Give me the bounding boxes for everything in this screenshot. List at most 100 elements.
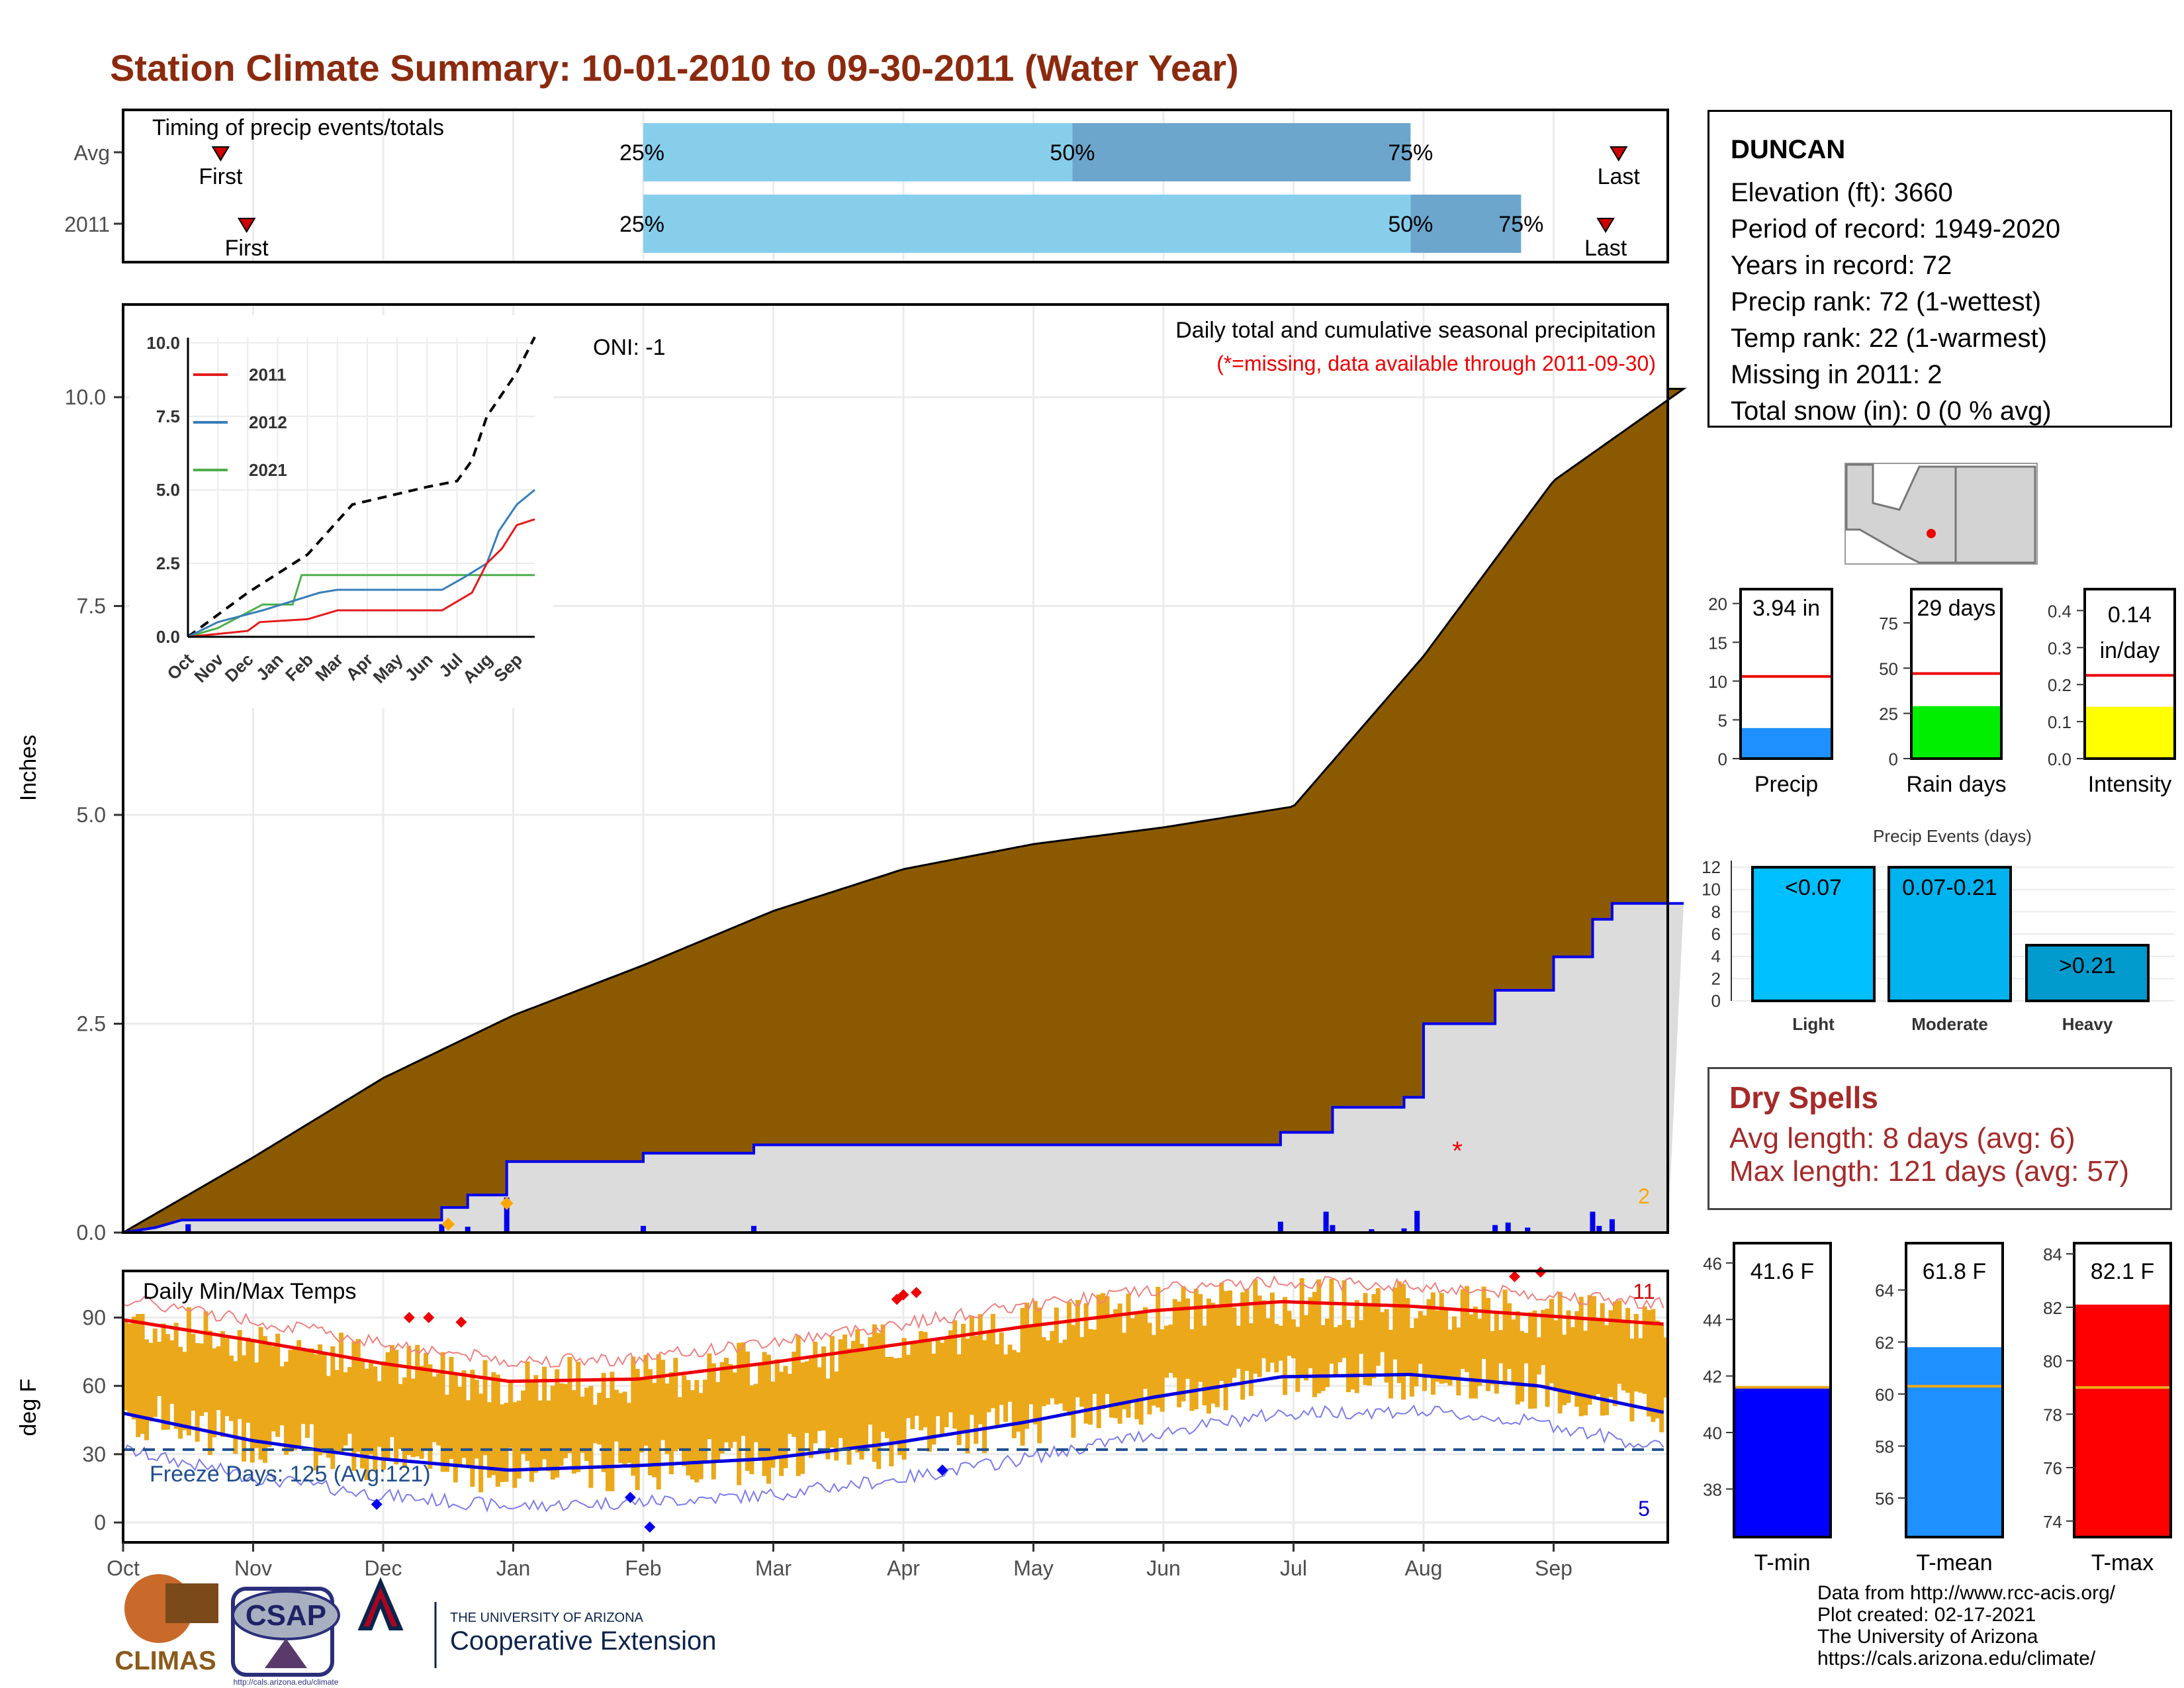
daily-temp-bar bbox=[567, 1356, 572, 1454]
daily-temp-bar bbox=[1244, 1289, 1250, 1371]
daily-temp-bar bbox=[136, 1314, 141, 1437]
daily-temp-bar bbox=[1659, 1325, 1664, 1432]
daily-temp-bar bbox=[1456, 1327, 1461, 1395]
summary-bar-fill bbox=[2085, 706, 2175, 759]
daily-temp-bar bbox=[195, 1343, 200, 1442]
summary-value: 0.14 bbox=[2108, 602, 2152, 628]
y-tick-label: 2.5 bbox=[77, 1012, 106, 1036]
csap-logo-text: CSAP bbox=[246, 1599, 326, 1632]
event-tick: 2 bbox=[1711, 968, 1721, 988]
daily-temp-bar bbox=[728, 1364, 733, 1448]
daily-temp-bar bbox=[216, 1346, 221, 1411]
x-tick-label: Feb bbox=[625, 1556, 661, 1580]
dry-spells-avg: Avg length: 8 days (avg: 6) bbox=[1729, 1122, 2075, 1154]
daily-temp-bar bbox=[927, 1339, 932, 1452]
daily-temp-bar bbox=[360, 1360, 365, 1469]
daily-temp-bar bbox=[1342, 1280, 1347, 1358]
daily-temp-bar bbox=[127, 1323, 132, 1414]
daily-temp-bar bbox=[779, 1372, 784, 1476]
daily-temp-bar bbox=[1232, 1307, 1237, 1378]
summary-bar-frame bbox=[1739, 588, 1833, 760]
daily-temp-bar bbox=[364, 1368, 369, 1480]
daily-temp-bar bbox=[804, 1361, 809, 1433]
inset-y-tick: 2.5 bbox=[156, 553, 180, 573]
daily-temp-bar bbox=[292, 1346, 297, 1450]
daily-temp-bar bbox=[415, 1344, 420, 1457]
station-elevation: Elevation (ft): 3660 bbox=[1731, 178, 1953, 207]
daily-temp-bar bbox=[402, 1377, 407, 1468]
temp-bar-tick: 46 bbox=[1703, 1254, 1722, 1274]
daily-temp-bar bbox=[1388, 1329, 1393, 1399]
daily-temp-bar bbox=[1380, 1312, 1385, 1352]
daily-temp-bar bbox=[1426, 1299, 1432, 1376]
daily-temp-bar bbox=[606, 1397, 610, 1491]
temp-bar-tick: 62 bbox=[1875, 1333, 1894, 1352]
missing-count: 2 bbox=[1638, 1184, 1650, 1208]
daily-temp-bar bbox=[1430, 1292, 1435, 1395]
daily-temp-bar bbox=[288, 1350, 293, 1452]
timing-p25-label: 25% bbox=[619, 212, 664, 237]
summary-tick: 25 bbox=[1879, 704, 1898, 724]
timing-bar-25-50 bbox=[643, 123, 1073, 181]
daily-temp-bar bbox=[715, 1382, 721, 1462]
temp-frame bbox=[122, 1270, 1669, 1544]
daily-temp-bar bbox=[1181, 1286, 1186, 1401]
x-tick-label: Oct bbox=[107, 1556, 140, 1580]
y-tick-label: 5.0 bbox=[77, 803, 106, 827]
daily-temp-bar bbox=[631, 1356, 636, 1476]
temp-bar-tick: 42 bbox=[1703, 1367, 1722, 1387]
x-tick-label: Jan bbox=[496, 1556, 531, 1580]
daily-temp-bar bbox=[521, 1390, 526, 1454]
summary-tick: 0.1 bbox=[2048, 712, 2071, 732]
daily-temp-bar bbox=[673, 1358, 678, 1452]
daily-temp-bar bbox=[233, 1361, 238, 1454]
summary-tick: 15 bbox=[1708, 633, 1727, 653]
daily-temp-bar bbox=[148, 1342, 154, 1422]
daily-temp-bar bbox=[965, 1338, 970, 1454]
daily-temp-bar bbox=[1283, 1297, 1288, 1395]
daily-temp-bar bbox=[897, 1358, 903, 1456]
daily-temp-bar bbox=[948, 1330, 953, 1413]
daily-temp-bar bbox=[834, 1372, 839, 1461]
daily-temp-bar bbox=[1486, 1297, 1490, 1391]
summary-bar-frame bbox=[1910, 588, 2003, 760]
daily-temp-bar bbox=[1375, 1288, 1381, 1366]
timing-p50-label: 50% bbox=[1388, 212, 1433, 237]
daily-temp-bar bbox=[1583, 1331, 1588, 1416]
oni-label: ONI: -1 bbox=[593, 335, 666, 360]
daily-temp-bar bbox=[741, 1342, 746, 1436]
daily-temp-bar bbox=[1655, 1320, 1660, 1419]
daily-temp-bar bbox=[855, 1329, 860, 1453]
inset-y-tick: 5.0 bbox=[156, 480, 180, 500]
daily-temp-bar bbox=[1604, 1325, 1610, 1415]
temp-bar-frame bbox=[1733, 1242, 1832, 1538]
daily-temp-bar bbox=[1511, 1319, 1516, 1382]
year-cumulative-line bbox=[122, 902, 1684, 1234]
daily-temp-bar bbox=[842, 1335, 848, 1450]
daily-temp-bar bbox=[974, 1336, 979, 1444]
daily-temp-bar bbox=[770, 1382, 776, 1468]
daily-temp-bar bbox=[1553, 1320, 1559, 1391]
daily-precip-bar bbox=[1525, 1227, 1531, 1233]
daily-temp-bar bbox=[698, 1393, 704, 1479]
daily-temp-bar bbox=[123, 1320, 128, 1411]
daily-temp-bar bbox=[1198, 1294, 1203, 1382]
daily-temp-bar bbox=[986, 1333, 991, 1413]
csap-mountain-icon bbox=[265, 1638, 307, 1668]
daily-temp-bar bbox=[1359, 1320, 1364, 1354]
freeze-days-label: Freeze Days: 125 (Avg:121) bbox=[150, 1462, 431, 1487]
daily-temp-bar bbox=[758, 1366, 763, 1458]
daily-temp-bar bbox=[1151, 1335, 1156, 1406]
daily-temp-bar bbox=[339, 1333, 344, 1452]
credits: Data from http://www.rcc-acis.org/ Plot … bbox=[1817, 1582, 2115, 1669]
daily-temp-bar bbox=[703, 1380, 707, 1462]
daily-temp-bar bbox=[1367, 1305, 1372, 1386]
daily-temp-bar bbox=[559, 1383, 564, 1466]
daily-temp-bar bbox=[1465, 1286, 1470, 1372]
daily-temp-bar bbox=[250, 1340, 255, 1463]
daily-temp-bar bbox=[1439, 1293, 1444, 1384]
daily-temp-bar bbox=[944, 1339, 949, 1427]
record-high-marker bbox=[897, 1289, 909, 1301]
precip-panel: * 0.0 2.5 5.0 7.5 10.0 Inches Daily total and c… bbox=[16, 303, 1687, 1244]
daily-temp-bar bbox=[1096, 1294, 1101, 1429]
